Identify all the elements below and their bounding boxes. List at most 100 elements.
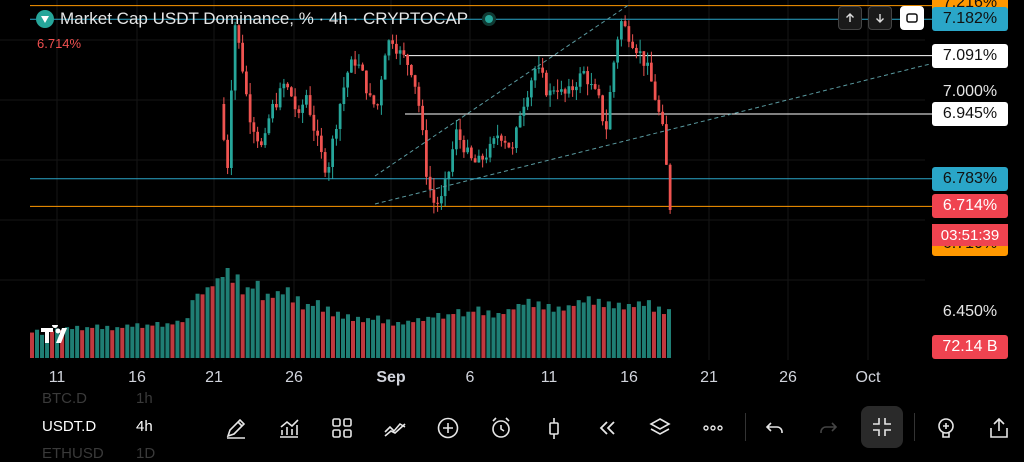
drawing-tool-button[interactable] — [219, 411, 253, 445]
volume-bar — [446, 314, 451, 358]
volume-bar — [351, 320, 356, 358]
volume-bar — [511, 309, 516, 358]
compare-button[interactable] — [378, 411, 412, 445]
candle-body — [616, 39, 619, 63]
collapse-button[interactable] — [861, 406, 903, 448]
candle-body — [263, 133, 267, 146]
candle-body — [492, 138, 496, 144]
candle-body — [293, 96, 297, 110]
candle-body — [567, 86, 571, 94]
volume-bar — [601, 307, 606, 358]
volume-bar — [175, 320, 180, 358]
watchlist-interval[interactable]: 1h — [136, 390, 153, 407]
candle-body — [327, 166, 331, 173]
volume-bar — [120, 327, 125, 358]
volume-bar — [170, 324, 175, 358]
candle-body — [271, 103, 274, 119]
price-label: 6.783% — [932, 167, 1008, 191]
volume-bar — [426, 316, 431, 358]
watchlist-symbol[interactable]: ETHUSD — [42, 445, 104, 462]
volume-bar — [195, 293, 200, 358]
candle-body — [541, 67, 544, 73]
candle-body — [466, 147, 469, 153]
volume-bar — [441, 318, 446, 358]
market-status-icon — [482, 12, 497, 26]
replay-button[interactable] — [590, 411, 624, 445]
candle-body — [597, 88, 601, 96]
candle-body — [417, 86, 421, 106]
bar-countdown: 03:51:39 — [932, 224, 1008, 246]
add-symbol-button[interactable] — [431, 411, 465, 445]
symbol-header[interactable]: Market Cap USDT Dominance, % · 4h · CRYP… — [36, 8, 497, 30]
object-tree-button[interactable] — [643, 411, 677, 445]
volume-bar — [476, 306, 481, 358]
chart-type-button[interactable] — [537, 411, 571, 445]
volume-bar — [471, 311, 476, 358]
candle-body — [627, 26, 631, 42]
volume-bar — [125, 324, 130, 358]
volume-bar — [521, 304, 526, 358]
volume-bar — [250, 288, 255, 358]
volume-bar — [35, 329, 40, 358]
candle-body — [305, 95, 308, 105]
volume-bar — [356, 316, 361, 358]
candle-body — [642, 51, 646, 66]
more-button[interactable] — [696, 411, 730, 445]
fullscreen-icon — [906, 13, 918, 23]
current-value-text: 6.714% — [37, 36, 82, 51]
scroll-down-button[interactable] — [868, 6, 892, 30]
ideas-button[interactable] — [929, 411, 963, 445]
volume-bar — [265, 293, 270, 358]
volume-bar — [305, 304, 310, 358]
volume-bar — [165, 323, 170, 358]
share-button[interactable] — [982, 411, 1016, 445]
volume-bar — [85, 327, 90, 358]
toolbar-divider — [745, 413, 746, 441]
candle-body — [380, 79, 383, 106]
candle-body — [357, 64, 361, 66]
price-label: 6.450% — [942, 303, 998, 320]
volume-bar — [376, 315, 381, 358]
watchlist-interval[interactable]: 4h — [136, 418, 153, 435]
layers-icon — [649, 418, 671, 435]
trend-line — [374, 3, 631, 177]
redo-button[interactable] — [811, 411, 845, 445]
indicators-button[interactable] — [272, 411, 306, 445]
volume-bar — [335, 311, 340, 358]
volume-bar — [411, 322, 416, 358]
candle-body — [668, 164, 672, 210]
grid-icon — [332, 418, 352, 438]
price-chart[interactable] — [0, 0, 1024, 394]
alert-button[interactable] — [484, 411, 518, 445]
volume-bar — [641, 305, 646, 358]
scroll-up-button[interactable] — [838, 6, 862, 30]
volume-bar — [275, 291, 280, 358]
watchlist-symbol[interactable]: USDT.D — [42, 418, 97, 435]
volume-bar — [315, 300, 320, 358]
volume-bar — [491, 317, 496, 358]
layout-button[interactable] — [325, 411, 359, 445]
volume-bar — [100, 329, 105, 358]
volume-bar — [345, 314, 350, 358]
volume-bar — [115, 327, 120, 358]
volume-bar — [386, 319, 391, 358]
volume-bar — [461, 316, 466, 358]
candle-body — [477, 155, 481, 163]
candle-body — [533, 68, 537, 81]
x-axis-tick: 26 — [285, 369, 303, 386]
fullscreen-button[interactable] — [900, 6, 924, 30]
watchlist-interval[interactable]: 1D — [136, 445, 156, 462]
candle-body — [245, 71, 248, 95]
undo-button[interactable] — [758, 411, 792, 445]
candle-body — [241, 42, 244, 72]
volume-bar — [220, 277, 225, 358]
candle-body — [511, 147, 514, 149]
volume-bar — [215, 278, 220, 358]
arrow-up-icon — [846, 13, 854, 22]
candle-body — [338, 104, 342, 130]
candle-body — [301, 104, 304, 113]
watchlist-symbol[interactable]: BTC.D — [42, 390, 87, 407]
candle-body — [398, 50, 402, 54]
price-label: 7.091% — [932, 44, 1008, 68]
candle-body — [646, 62, 649, 66]
